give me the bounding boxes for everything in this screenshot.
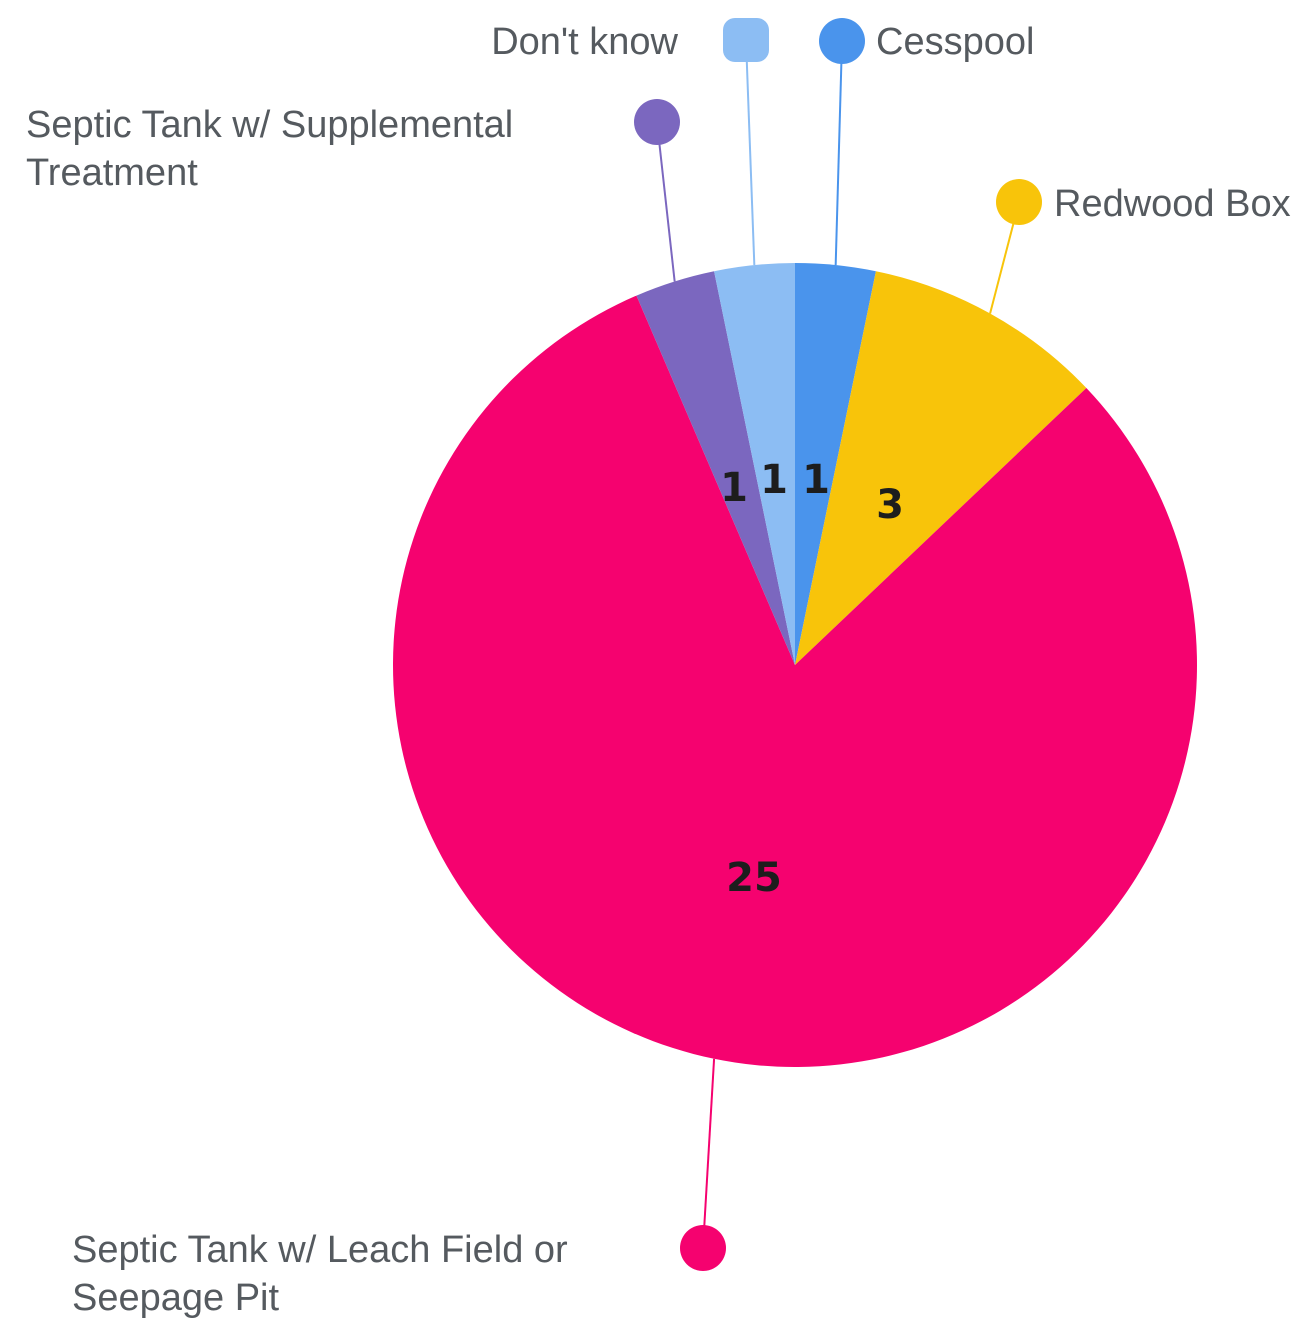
category-label-cesspool: Cesspool: [876, 21, 1034, 63]
pie-slice-septic-tank-w-supplemental-treatment[interactable]: [636, 271, 795, 665]
value-label-septic-tank-w-supplemental-treatment: 1: [720, 465, 748, 511]
category-label-line: Seepage Pit: [72, 1277, 279, 1319]
category-label-line: Septic Tank w/ Leach Field or: [72, 1229, 568, 1271]
category-label-septic-tank-w-leach-field-or-seepage-pit: Septic Tank w/ Leach Field or Seepage Pit: [72, 1229, 568, 1319]
category-label-don-t-know: Don't know: [491, 21, 678, 63]
value-label-cesspool: 1: [802, 457, 830, 503]
value-label-redwood-box: 3: [876, 482, 904, 528]
pie-slices: [393, 263, 1198, 1068]
legend-marker-cesspool: [819, 18, 865, 64]
leader-line-cesspool: [834, 40, 843, 266]
leader-line-don-t-know: [745, 39, 756, 266]
category-label-line: Septic Tank w/ Supplemental: [26, 104, 513, 146]
leader-line-septic-tank-w-leach-field-or-seepage-pit: [702, 1058, 716, 1249]
pie-slice-cesspool[interactable]: [795, 263, 876, 665]
category-labels: Cesspool Redwood Box Septic Tank w/ Leach …: [26, 18, 1291, 1319]
value-label-septic-tank-w-leach-field-or-seepage-pit: 25: [726, 855, 782, 901]
legend-marker-redwood-box: [996, 179, 1042, 225]
category-label-line: Treatment: [26, 152, 198, 194]
category-label-line: Cesspool: [876, 21, 1034, 63]
legend-marker-don-t-know: [723, 18, 769, 62]
category-label-septic-tank-w-supplemental-treatment: Septic Tank w/ Supplemental Treatment: [26, 104, 513, 194]
leader-line-septic-tank-w-supplemental-treatment: [656, 121, 676, 282]
pie-slice-don-t-know[interactable]: [714, 263, 795, 665]
category-label-line: Redwood Box: [1054, 183, 1291, 225]
legend-marker-septic-tank-w-supplemental-treatment: [634, 99, 680, 145]
pie-slice-septic-tank-w-leach-field-or-seepage-pit[interactable]: [393, 295, 1198, 1068]
value-label-don-t-know: 1: [760, 457, 788, 503]
category-label-line: Don't know: [491, 21, 678, 63]
category-label-redwood-box: Redwood Box: [1054, 183, 1291, 225]
pie-slice-redwood-box[interactable]: [795, 271, 1087, 665]
legend-marker-septic-tank-w-leach-field-or-seepage-pit: [680, 1225, 726, 1271]
